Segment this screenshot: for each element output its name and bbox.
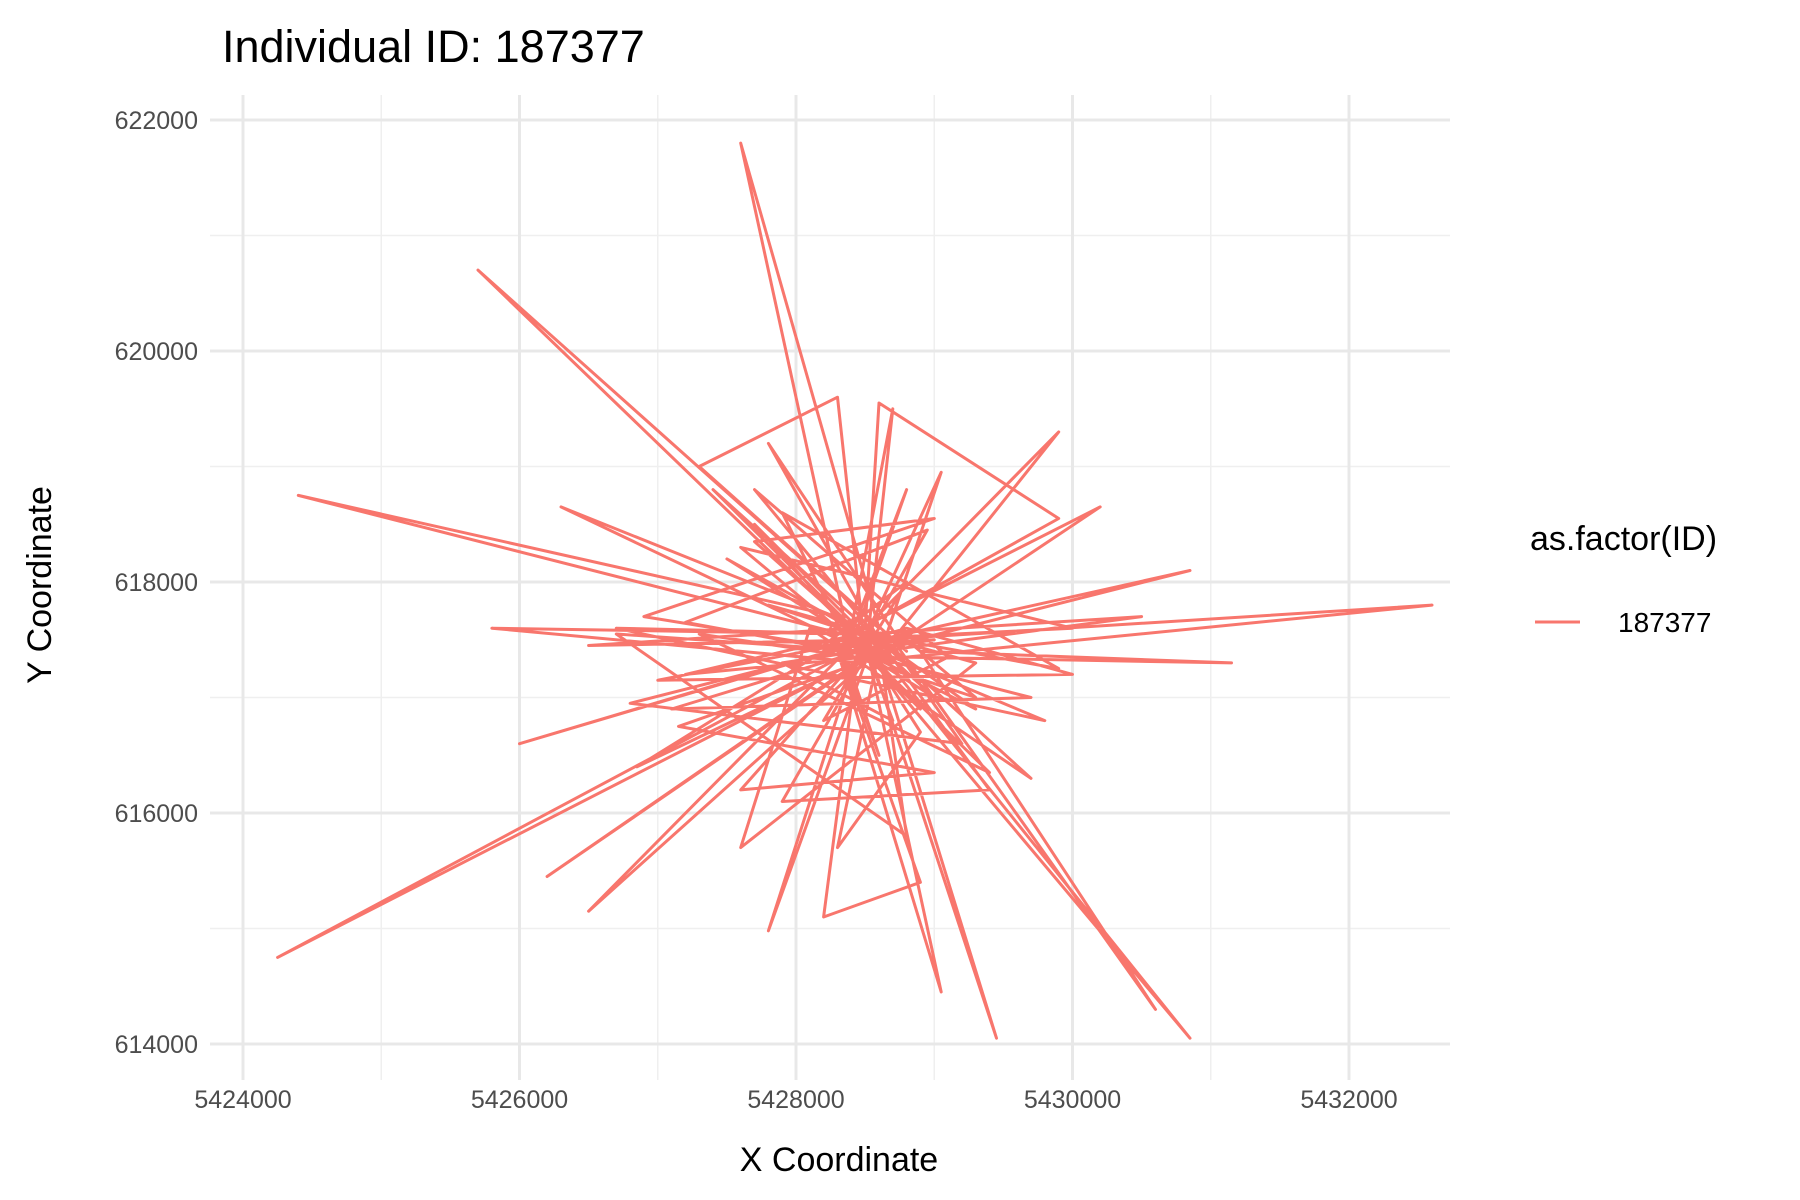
legend-label: 187377 [1618,607,1711,638]
legend: as.factor(ID) 187377 [1530,520,1717,638]
y-axis-title: Y Coordinate [21,486,59,684]
y-tick-label-4: 622000 [115,107,198,135]
grid-major-lines [210,95,1450,1080]
series-layer [276,141,1434,1040]
x-tick-label-2: 5428000 [747,1086,844,1114]
series-line-0 [276,141,1434,1040]
y-tick-label-2: 618000 [115,569,198,597]
x-tick-labels: 5424000 5426000 5428000 5430000 5432000 [194,1086,1397,1114]
x-axis-title: X Coordinate [740,1141,938,1179]
y-tick-label-3: 620000 [115,338,198,366]
chart-title: Individual ID: 187377 [222,21,645,72]
y-tick-label-0: 614000 [115,1031,198,1059]
grid-minor-lines [210,95,1450,1080]
y-tick-label-1: 616000 [115,800,198,828]
legend-title: as.factor(ID) [1530,520,1717,558]
x-tick-label-4: 5432000 [1300,1086,1397,1114]
x-tick-label-1: 5426000 [471,1086,568,1114]
x-tick-label-3: 5430000 [1024,1086,1121,1114]
x-tick-label-0: 5424000 [194,1086,291,1114]
y-tick-labels: 614000 616000 618000 620000 622000 [115,107,198,1059]
